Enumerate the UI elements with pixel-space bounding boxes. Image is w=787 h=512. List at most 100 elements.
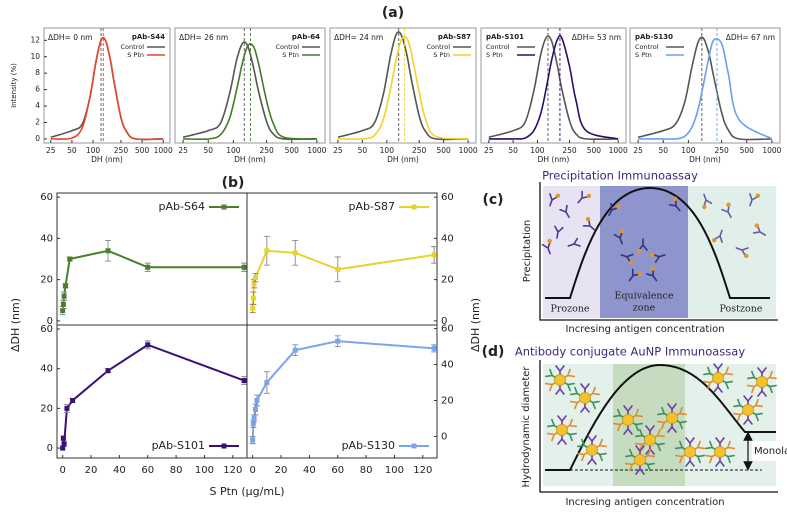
plot-frame (43, 27, 171, 144)
antibody-icon (582, 216, 596, 231)
point (145, 264, 151, 270)
antibody-icon (752, 223, 766, 236)
series-line (183, 43, 317, 140)
chart-title: pAb-S87 (438, 33, 471, 41)
chart-title: pAb-S44 (132, 33, 165, 41)
x-tick-label: 100 (226, 146, 241, 155)
plot-area (249, 335, 437, 445)
x-tick-label: 100 (380, 146, 395, 155)
legend-label: Control (276, 43, 300, 51)
y-tick-label: 2 (35, 117, 40, 126)
plot-frame (56, 192, 248, 326)
annotation: ΔDH= 24 nm (334, 33, 383, 42)
legend-label: S Ptn (433, 51, 450, 59)
y-tick-label: 0 (35, 134, 40, 143)
point (63, 283, 69, 289)
point (61, 441, 67, 447)
plot-frame (246, 324, 438, 459)
gold-particle (634, 454, 646, 466)
y-label: Intensity (%) (10, 63, 18, 108)
chart: 0 20 40 60 80 100 120 0 20 40 60 pAb-S130 (246, 324, 454, 476)
plot-area (50, 28, 164, 143)
gold-particle (714, 446, 726, 458)
x-tick-label: 500 (285, 146, 300, 155)
x-tick-label: 25 (333, 146, 343, 155)
point (105, 368, 111, 374)
antigen (702, 204, 707, 210)
y-tick-label: 40 (40, 233, 53, 244)
x-label: DH (nm) (234, 155, 266, 164)
annotation: ΔDH= 53 nm (572, 33, 621, 42)
series-line (337, 35, 469, 140)
series-line (638, 38, 773, 140)
x-tick-label: 100 (385, 465, 404, 476)
x-tick-label: 250 (259, 146, 274, 155)
gold-particle (756, 376, 768, 388)
x-tick-label: 25 (178, 146, 188, 155)
gold-particle (579, 392, 591, 404)
x-label: Incresing antigen concentration (565, 324, 724, 335)
antigen (754, 223, 760, 228)
zone-bg (600, 186, 688, 318)
y-tick-label: 20 (40, 275, 53, 286)
point (254, 397, 260, 403)
y-tick-label: 40 (441, 233, 454, 244)
series-line (61, 343, 245, 449)
x-tick-label: 1000 (154, 146, 173, 155)
legend-label: S Ptn (282, 51, 299, 59)
antibody-icon (567, 237, 581, 247)
antibody-icon (541, 238, 552, 255)
curve (545, 186, 770, 299)
legend-label: pAb-S87 (349, 200, 395, 213)
series-line (337, 31, 469, 141)
antigen (711, 238, 717, 243)
point (250, 295, 256, 301)
x-tick-label: 50 (203, 146, 213, 155)
gold-particle (684, 446, 696, 458)
series-line (251, 249, 435, 309)
antigen (637, 271, 642, 276)
x-tick-label: 100 (86, 146, 101, 155)
x-tick-label: 50 (658, 146, 668, 155)
x-tick-label: 500 (436, 146, 451, 155)
antigen (547, 238, 552, 244)
chart: 0 20 40 60 pAb-S64 ΔDH (nm) (9, 192, 248, 352)
point (60, 445, 66, 451)
point (253, 406, 259, 412)
gold-particle (556, 424, 568, 436)
gold-particle (712, 372, 724, 384)
antibody-icon (636, 238, 648, 254)
y-tick-label: 0 (441, 431, 447, 442)
antibody-icon (646, 266, 658, 282)
curve (545, 363, 776, 471)
x-tick-label: 120 (223, 465, 242, 476)
point (105, 248, 111, 254)
point (60, 308, 66, 314)
y-tick-label: 8 (35, 68, 40, 77)
antibody-icon (559, 204, 570, 218)
y-tick-label: 0 (441, 316, 447, 327)
x-tick-label: 40 (303, 465, 316, 476)
panel-label: (b) (222, 175, 245, 191)
point (253, 275, 259, 281)
antibody-icon (702, 193, 713, 210)
x-label: DH (nm) (387, 155, 419, 164)
antigen (755, 193, 761, 198)
x-tick-label: 1000 (609, 146, 628, 155)
zone-label: Prozone (550, 304, 589, 315)
plot-area (59, 340, 247, 451)
antibody-icon (549, 193, 561, 207)
point (241, 378, 247, 384)
point (250, 306, 256, 311)
y-label: ΔDH (nm) (9, 298, 22, 352)
zone-label: Postzone (720, 304, 763, 315)
axes (539, 182, 778, 321)
gold-particle (586, 444, 598, 456)
point (250, 421, 256, 427)
x-tick-label: 25 (633, 146, 643, 155)
gold-particle (554, 374, 566, 386)
antibody (554, 225, 564, 239)
